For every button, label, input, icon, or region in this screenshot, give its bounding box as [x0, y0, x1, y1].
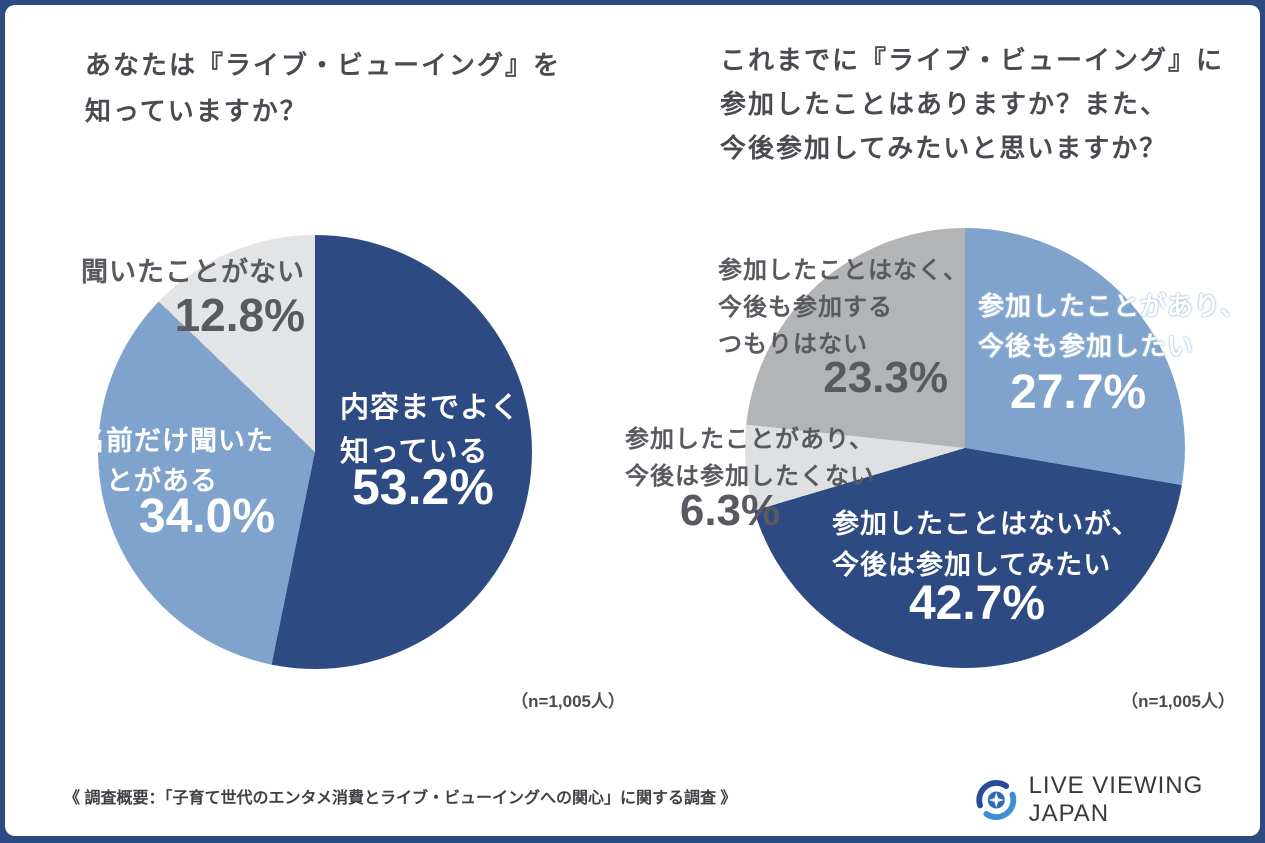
left-pie-chart: [98, 235, 532, 669]
right-sample-size: （n=1,005人）: [1121, 692, 1235, 711]
slice-label-name-only: 名前だけ聞いた ことがある: [78, 426, 274, 496]
right-pie-chart: [745, 228, 1185, 668]
company-logo: LIVE VIEWING JAPAN: [972, 772, 1265, 828]
slice-value-never-no-intent: 23.3%: [823, 353, 948, 402]
survey-overview: 《 調査概要：「子育て世代のエンタメ消費とライブ・ビューイングへの関心」に関する…: [64, 731, 935, 843]
left-sample-size: （n=1,005人）: [511, 692, 625, 711]
slice-value-never-heard: 12.8%: [174, 289, 305, 341]
slice-label-attended-no-more: 参加したことがあり、 今後は参加したくない: [625, 426, 875, 490]
logo-text: LIVE VIEWING JAPAN: [1028, 772, 1204, 827]
logo-swirl-icon: [976, 780, 1017, 820]
survey-overview-title: 《 調査概要：「子育て世代のエンタメ消費とライブ・ビューイングへの関心」に関する…: [64, 790, 737, 807]
slice-value-attended-want-again: 27.7%: [1010, 366, 1147, 419]
slice-value-name-only: 34.0%: [138, 490, 275, 543]
right-chart-title: これまでに『ライブ・ビューイング』に 参加したことはありますか？また、 今後参加…: [720, 45, 1225, 163]
slice-label-never-no-intent: 参加したことはなく、 今後も参加する つもりはない: [718, 257, 968, 358]
slice-label-never-want-try: 参加したことはないが、 今後は参加してみたい: [832, 509, 1140, 580]
slice-label-know-well: 内容までよく 知っている: [340, 392, 521, 468]
slice-label-attended-want-again: 参加したことがあり、 今後も参加したい: [978, 291, 1247, 361]
left-chart-title: あなたは『ライブ・ビューイング』を 知っていますか？: [85, 50, 562, 126]
slice-label-never-heard: 聞いたことがない: [81, 257, 305, 287]
slice-value-know-well: 53.2%: [352, 459, 494, 515]
slice-value-never-want-try: 42.7%: [908, 577, 1046, 630]
slice-value-attended-no-more: 6.3%: [679, 486, 781, 535]
